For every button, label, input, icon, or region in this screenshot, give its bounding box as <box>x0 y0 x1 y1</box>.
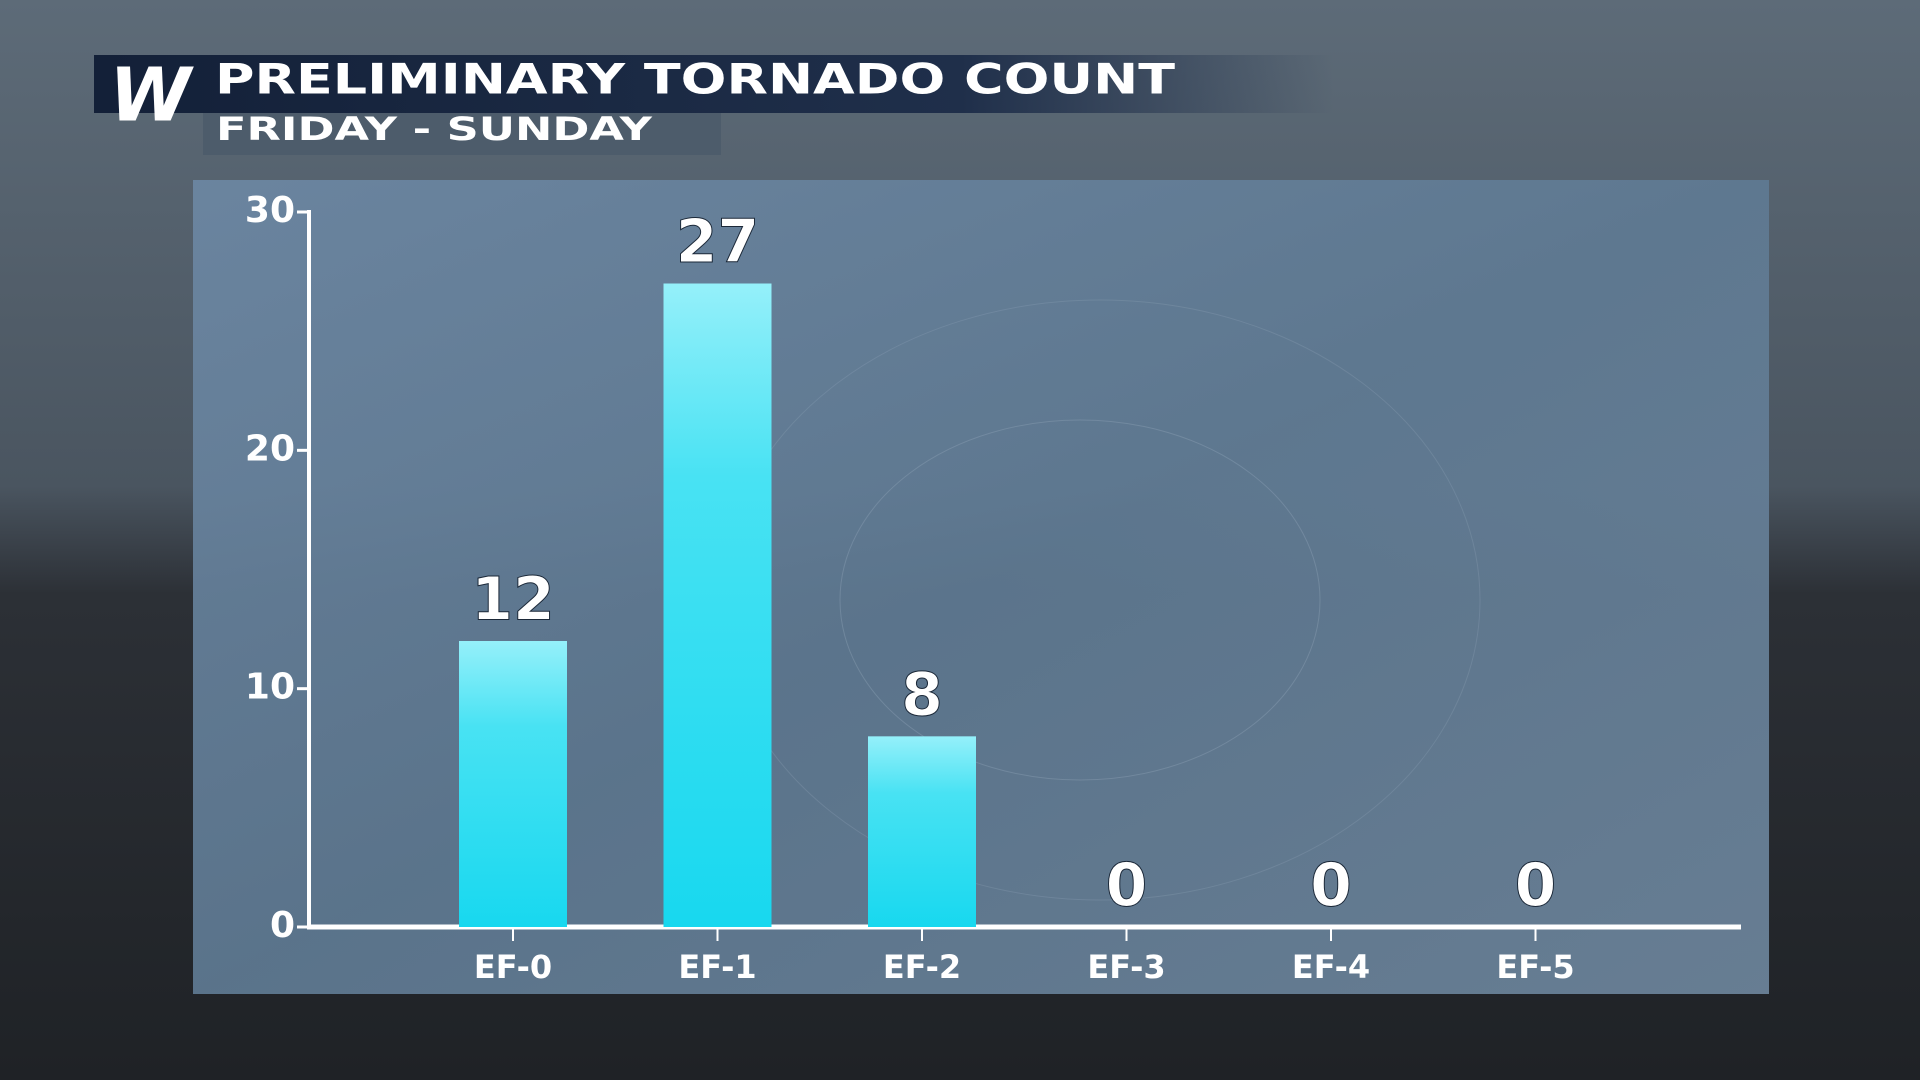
chart-panel <box>193 180 1769 994</box>
y-tick-label: 10 <box>245 667 295 708</box>
logo: W <box>109 53 194 139</box>
value-label: 12 <box>471 565 555 635</box>
x-tick-label: EF-4 <box>1292 948 1370 986</box>
value-label: 27 <box>676 207 760 277</box>
x-tick-label: EF-3 <box>1087 948 1165 986</box>
bar <box>868 736 976 927</box>
value-label: 0 <box>1106 851 1148 921</box>
value-label: 0 <box>1515 851 1557 921</box>
decoration <box>839 419 1321 781</box>
y-tick-label: 20 <box>245 428 295 469</box>
y-tick-label: 30 <box>245 190 295 231</box>
value-label: 8 <box>901 660 943 730</box>
x-tick-label: EF-1 <box>678 948 756 986</box>
x-tick-label: EF-0 <box>474 948 552 986</box>
chart-title: PRELIMINARY TORNADO COUNT <box>215 55 1175 104</box>
title-bar <box>94 55 1334 113</box>
bar <box>663 283 772 927</box>
bar <box>459 641 567 927</box>
x-tick-label: EF-2 <box>883 948 961 986</box>
y-tick-label: 0 <box>270 905 295 946</box>
value-label: 0 <box>1310 851 1352 921</box>
chart-subtitle: FRIDAY - SUNDAY <box>216 110 653 148</box>
x-tick-label: EF-5 <box>1496 948 1574 986</box>
subtitle-bar <box>203 113 721 155</box>
